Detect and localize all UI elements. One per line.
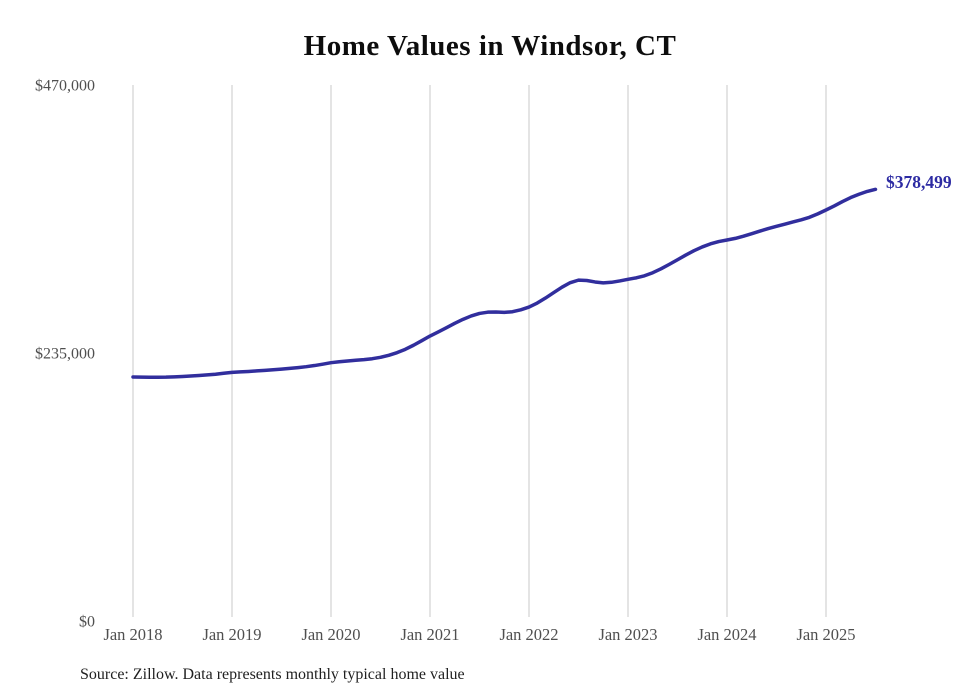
- home-value-series-line: [131, 187, 878, 380]
- y-axis-tick-label: $470,000: [35, 78, 95, 95]
- x-axis-tick-label: Jan 2024: [697, 625, 756, 644]
- x-axis-tick-label: Jan 2022: [499, 625, 558, 644]
- x-axis-tick-label: Jan 2018: [103, 625, 162, 644]
- y-axis-tick-label: $235,000: [35, 346, 95, 363]
- latest-value-label: $378,499: [886, 172, 952, 192]
- y-axis-tick-label: $0: [79, 614, 95, 631]
- x-axis-tick-label: Jan 2025: [796, 625, 855, 644]
- chart-title: Home Values in Windsor, CT: [303, 30, 677, 62]
- x-axis-tick-label: Jan 2019: [202, 625, 261, 644]
- x-axis-tick-label: Jan 2021: [400, 625, 459, 644]
- x-axis-tick-label: Jan 2023: [598, 625, 657, 644]
- x-axis-tick-label: Jan 2020: [301, 625, 360, 644]
- source-note: Source: Zillow. Data represents monthly …: [80, 666, 465, 683]
